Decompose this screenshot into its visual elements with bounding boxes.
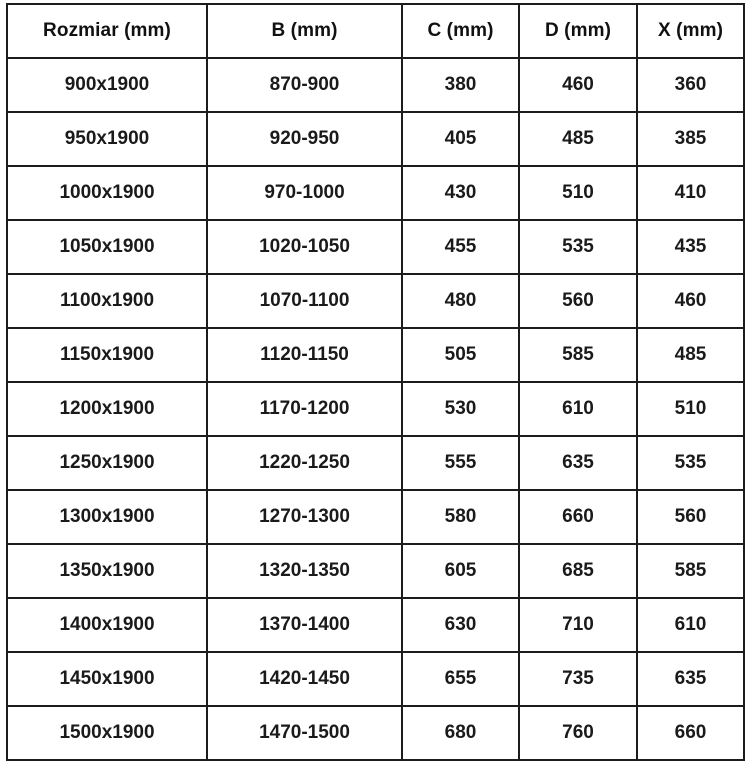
cell-b: 1370-1400 [206,597,403,653]
cell-c: 555 [401,435,520,491]
table-row: 1250x1900 1220-1250 555 635 535 [6,435,745,491]
cell-c: 655 [401,651,520,707]
column-header-b: B (mm) [206,3,403,59]
table-row: 1050x1900 1020-1050 455 535 435 [6,219,745,275]
column-header-d: D (mm) [518,3,638,59]
cell-c: 455 [401,219,520,275]
table-body: 900x1900 870-900 380 460 360 950x1900 920-950 4… [6,57,745,761]
cell-d: 685 [518,543,638,599]
cell-size: 1350x1900 [6,543,208,599]
cell-c: 530 [401,381,520,437]
cell-x: 660 [636,705,745,761]
table-row: 1200x1900 1170-1200 530 610 510 [6,381,745,437]
cell-b: 1020-1050 [206,219,403,275]
cell-x: 360 [636,57,745,113]
cell-x: 585 [636,543,745,599]
cell-x: 385 [636,111,745,167]
cell-d: 660 [518,489,638,545]
cell-c: 580 [401,489,520,545]
cell-b: 920-950 [206,111,403,167]
cell-size: 900x1900 [6,57,208,113]
cell-d: 560 [518,273,638,329]
cell-b: 970-1000 [206,165,403,221]
table-row: 900x1900 870-900 380 460 360 [6,57,745,113]
cell-b: 1470-1500 [206,705,403,761]
cell-size: 1050x1900 [6,219,208,275]
cell-c: 630 [401,597,520,653]
cell-x: 610 [636,597,745,653]
cell-b: 870-900 [206,57,403,113]
cell-d: 485 [518,111,638,167]
cell-c: 480 [401,273,520,329]
cell-b: 1170-1200 [206,381,403,437]
table-row: 1400x1900 1370-1400 630 710 610 [6,597,745,653]
table-row: 1100x1900 1070-1100 480 560 460 [6,273,745,329]
cell-x: 410 [636,165,745,221]
cell-size: 1300x1900 [6,489,208,545]
cell-d: 710 [518,597,638,653]
cell-size: 1500x1900 [6,705,208,761]
cell-b: 1220-1250 [206,435,403,491]
table-row: 1500x1900 1470-1500 680 760 660 [6,705,745,761]
column-header-size: Rozmiar (mm) [6,3,208,59]
cell-d: 535 [518,219,638,275]
cell-size: 950x1900 [6,111,208,167]
cell-c: 380 [401,57,520,113]
cell-size: 1450x1900 [6,651,208,707]
cell-d: 585 [518,327,638,383]
table-row: 1150x1900 1120-1150 505 585 485 [6,327,745,383]
size-table-container: Rozmiar (mm) B (mm) C (mm) D (mm) X (mm)… [6,3,745,761]
cell-size: 1250x1900 [6,435,208,491]
cell-x: 560 [636,489,745,545]
cell-x: 510 [636,381,745,437]
column-header-x: X (mm) [636,3,745,59]
cell-c: 680 [401,705,520,761]
cell-c: 405 [401,111,520,167]
table-header-row: Rozmiar (mm) B (mm) C (mm) D (mm) X (mm) [6,3,745,59]
column-header-c: C (mm) [401,3,520,59]
table-row: 950x1900 920-950 405 485 385 [6,111,745,167]
cell-b: 1120-1150 [206,327,403,383]
size-table: Rozmiar (mm) B (mm) C (mm) D (mm) X (mm)… [6,3,745,761]
cell-x: 535 [636,435,745,491]
table-row: 1000x1900 970-1000 430 510 410 [6,165,745,221]
cell-b: 1270-1300 [206,489,403,545]
cell-d: 510 [518,165,638,221]
cell-c: 605 [401,543,520,599]
cell-x: 435 [636,219,745,275]
cell-b: 1420-1450 [206,651,403,707]
cell-size: 1150x1900 [6,327,208,383]
cell-size: 1000x1900 [6,165,208,221]
table-row: 1350x1900 1320-1350 605 685 585 [6,543,745,599]
cell-d: 610 [518,381,638,437]
cell-d: 735 [518,651,638,707]
cell-d: 760 [518,705,638,761]
table-header: Rozmiar (mm) B (mm) C (mm) D (mm) X (mm) [6,3,745,59]
cell-x: 460 [636,273,745,329]
cell-size: 1200x1900 [6,381,208,437]
cell-d: 635 [518,435,638,491]
cell-x: 635 [636,651,745,707]
cell-b: 1070-1100 [206,273,403,329]
cell-size: 1100x1900 [6,273,208,329]
cell-size: 1400x1900 [6,597,208,653]
cell-c: 505 [401,327,520,383]
table-row: 1300x1900 1270-1300 580 660 560 [6,489,745,545]
cell-x: 485 [636,327,745,383]
cell-b: 1320-1350 [206,543,403,599]
cell-c: 430 [401,165,520,221]
cell-d: 460 [518,57,638,113]
table-row: 1450x1900 1420-1450 655 735 635 [6,651,745,707]
